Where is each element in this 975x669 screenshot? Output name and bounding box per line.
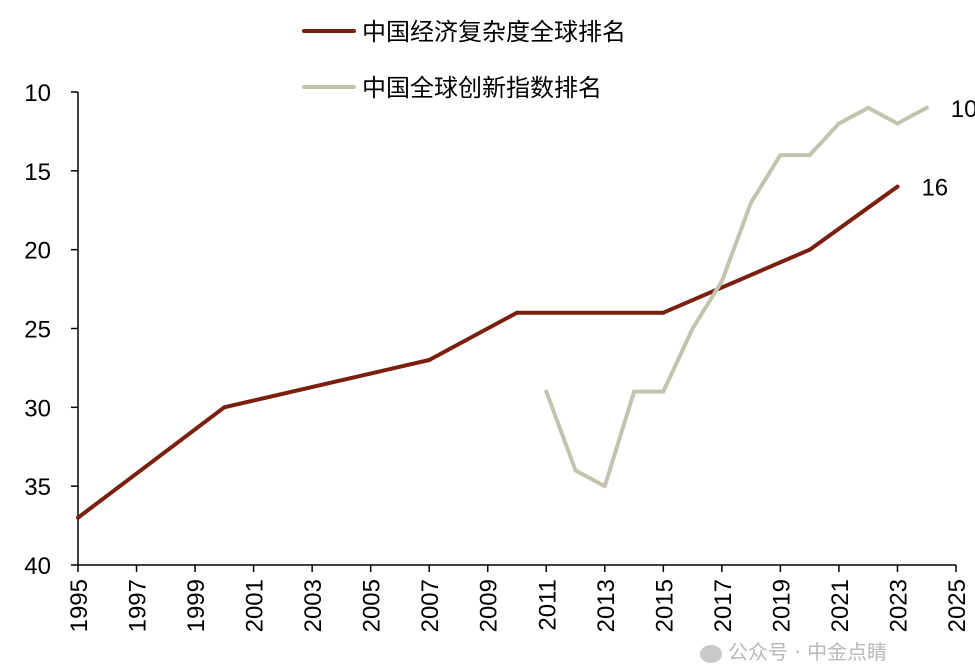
x-tick-label: 2007 [417, 579, 444, 632]
series-line-2 [544, 105, 929, 489]
wechat-icon [700, 644, 722, 663]
y-tick-label: 35 [24, 474, 51, 501]
data-point-series-1 [807, 247, 812, 252]
watermark: 公众号 · 中金点睛 [700, 636, 887, 665]
series-line-1 [76, 184, 900, 520]
legend-label-series-1: 中国经济复杂度全球排名 [362, 18, 626, 46]
data-point-series-1 [76, 515, 80, 520]
y-tick-label: 20 [24, 238, 51, 265]
x-tick-label: 2017 [710, 579, 737, 632]
data-point-series-2 [895, 121, 900, 126]
data-point-series-2 [573, 468, 578, 473]
x-tick-label: 2011 [534, 579, 561, 631]
data-point-series-2 [632, 389, 637, 394]
data-point-series-2 [749, 200, 754, 205]
y-tick-label: 40 [24, 553, 51, 580]
x-tick-label: 2003 [300, 579, 327, 632]
y-tick-label: 15 [24, 159, 51, 186]
data-point-series-2 [866, 105, 871, 110]
y-tick-label: 10 [24, 80, 51, 107]
end-label-series-1: 16 [921, 175, 948, 202]
x-tick-label: 2013 [593, 579, 620, 632]
data-point-series-1 [661, 310, 666, 315]
x-tick-label: 1997 [125, 579, 152, 632]
end-label-series-2: 10 [951, 96, 975, 123]
x-tick-label: 1995 [66, 579, 93, 632]
data-point-series-1 [895, 184, 900, 189]
data-point-series-2 [719, 279, 724, 284]
y-tick-label: 25 [24, 317, 51, 344]
data-point-series-2 [836, 121, 841, 126]
x-tick-label: 2019 [768, 579, 795, 632]
data-point-series-2 [778, 153, 783, 158]
x-tick-label: 2009 [476, 579, 503, 632]
legend-label-series-2: 中国全球创新指数排名 [362, 74, 602, 102]
data-point-series-1 [222, 405, 227, 410]
data-point-series-2 [602, 484, 607, 489]
data-point-series-1 [427, 358, 432, 363]
data-point-series-2 [807, 153, 812, 158]
x-tick-label: 2001 [242, 579, 269, 632]
data-point-series-2 [544, 389, 549, 394]
watermark-text: 公众号 · 中金点睛 [728, 640, 888, 664]
data-point-series-1 [515, 310, 519, 315]
data-point-series-2 [690, 326, 695, 331]
data-point-series-2 [661, 389, 666, 394]
x-tick-label: 2015 [651, 579, 678, 632]
y-tick-label: 30 [24, 395, 51, 422]
x-tick-label: 2025 [944, 579, 971, 632]
data-point-series-2 [924, 105, 929, 110]
x-tick-label: 2005 [359, 579, 386, 632]
x-tick-label: 1999 [183, 579, 210, 632]
x-tick-label: 2021 [827, 579, 854, 632]
x-tick-label: 2023 [885, 579, 912, 632]
